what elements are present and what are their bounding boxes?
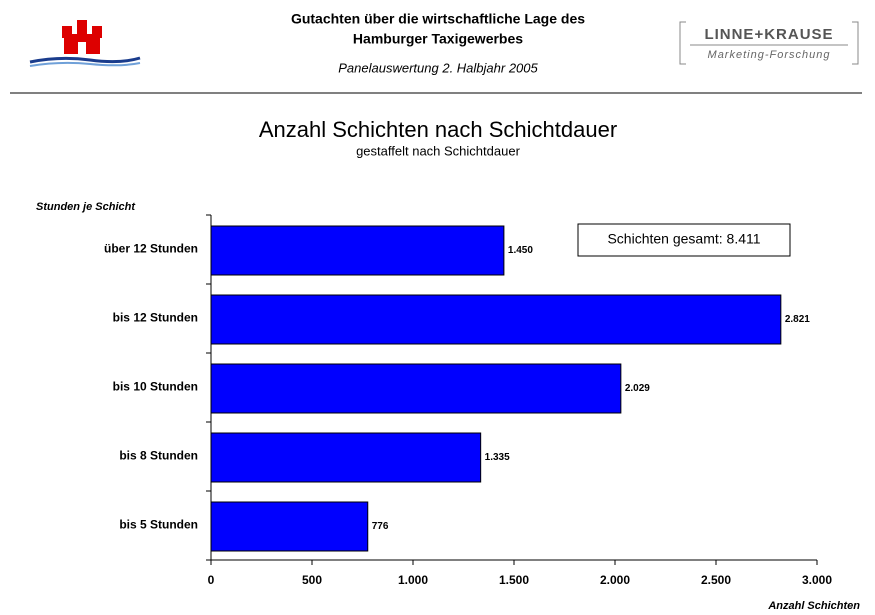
wave xyxy=(29,56,141,64)
y-tick-label: bis 8 Stunden xyxy=(119,449,198,463)
x-tick-label: 2.500 xyxy=(701,573,731,587)
annotation: Schichten gesamt: 8.411 xyxy=(607,231,760,247)
x-tick-label: 1.000 xyxy=(398,573,428,587)
x-tick-label: 3.000 xyxy=(802,573,832,587)
bar xyxy=(210,225,505,276)
x-tick-label: 1.500 xyxy=(499,573,529,587)
castle-tower xyxy=(77,20,87,36)
value-label: 1.450 xyxy=(508,245,533,256)
castle-tower xyxy=(92,26,102,38)
linne-krause-logo: LINNE+KRAUSE Marketing-Forschung xyxy=(679,21,859,65)
x-axis-label: Anzahl Schichten xyxy=(767,600,860,612)
header-subtitle: Panelauswertung 2. Halbjahr 2005 xyxy=(338,60,538,75)
logo-tagline: Marketing-Forschung xyxy=(708,49,831,61)
y-tick-label: bis 10 Stunden xyxy=(113,380,198,394)
x-tick-label: 0 xyxy=(208,573,215,587)
header-title: Hamburger Taxigewerbes xyxy=(353,31,523,47)
chart-subtitle: gestaffelt nach Schichtdauer xyxy=(356,143,520,158)
value-label: 2.029 xyxy=(625,383,650,394)
value-label: 2.821 xyxy=(785,314,810,325)
chart-title: Anzahl Schichten nach Schichtdauer xyxy=(259,117,617,142)
hamburg-logo xyxy=(29,20,141,67)
value-label: 776 xyxy=(372,521,389,532)
bar xyxy=(210,501,369,552)
x-tick-label: 2.000 xyxy=(600,573,630,587)
x-tick-label: 500 xyxy=(302,573,322,587)
logo-bracket xyxy=(679,21,859,65)
annotation-box xyxy=(577,223,791,257)
header-title: Gutachten über die wirtschaftliche Lage … xyxy=(291,11,585,27)
logo-name: LINNE+KRAUSE xyxy=(704,26,833,43)
castle-tower xyxy=(62,26,72,38)
y-tick-label: bis 12 Stunden xyxy=(113,311,198,325)
y-tick-label: bis 5 Stunden xyxy=(119,518,198,532)
bar xyxy=(210,294,782,345)
bar xyxy=(210,363,622,414)
bar xyxy=(210,432,482,483)
y-axis-label: Stunden je Schicht xyxy=(36,201,136,213)
castle-gate xyxy=(78,42,86,54)
value-label: 1.335 xyxy=(485,452,510,463)
y-tick-label: über 12 Stunden xyxy=(104,242,198,256)
wave xyxy=(29,61,141,67)
